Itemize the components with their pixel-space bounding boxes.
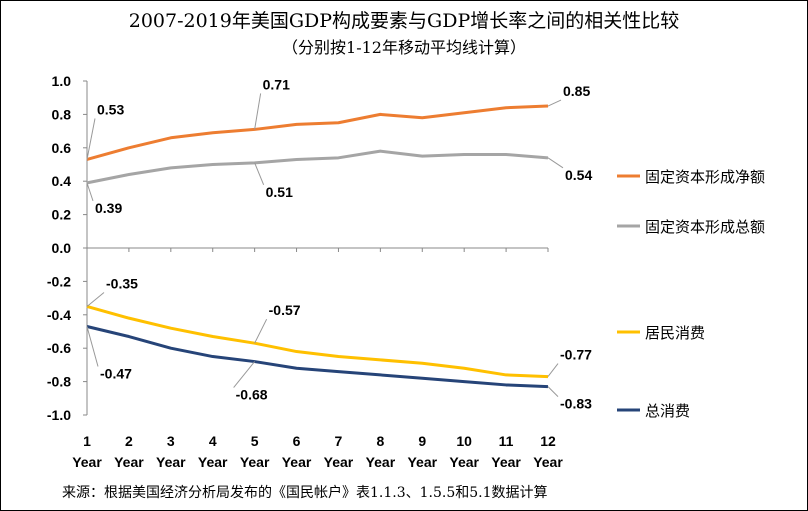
data-label: -0.83 [560,396,592,412]
leader-line [547,386,559,397]
y-tick-label: 0.6 [52,140,72,156]
leader-line [233,361,256,388]
data-label: 0.85 [563,83,590,99]
x-tick-label: 7 [335,433,343,449]
x-tick-label: 2 [125,433,133,449]
data-label: -0.57 [269,302,301,318]
source-note: 来源：根据美国经济分析局发布的《国民帐户》表1.1.3、1.5.5和5.1数据计… [62,485,548,501]
y-tick-label: 0.4 [52,173,72,189]
x-tick-label: 1 [83,433,91,449]
x-tick-label: 5 [251,433,259,449]
x-tick-unit: Year [72,454,102,470]
chart-subtitle: （分别按1-12年移动平均线计算） [282,38,526,57]
series-line [86,305,549,379]
leader-line [254,162,265,186]
x-tick-label: 10 [456,433,472,449]
y-tick-label: -0.8 [47,374,71,390]
x-tick-unit: Year [366,454,396,470]
x-tick-label: 11 [499,433,514,449]
data-label: 0.54 [565,167,592,183]
leader-line [86,326,99,367]
x-tick-label: 9 [418,433,426,449]
data-label: 0.53 [97,101,124,117]
legend-label: 固定资本形成总额 [645,218,765,236]
x-tick-label: 3 [167,433,175,449]
y-tick-label: -0.6 [47,340,71,356]
legend-label: 居民消费 [645,324,705,342]
x-tick-unit: Year [407,454,437,470]
x-tick-label: 12 [540,433,556,449]
series-line [86,149,549,185]
leader-line [86,118,96,160]
x-tick-unit: Year [449,454,479,470]
legend-label: 总消费 [645,402,690,420]
x-tick-unit: Year [282,454,312,470]
x-tick-label: 4 [209,433,217,449]
x-tick-unit: Year [324,454,354,470]
y-tick-label: 0.2 [52,207,72,223]
x-tick-unit: Year [198,454,228,470]
x-tick-label: 6 [293,433,301,449]
data-label: 0.39 [95,200,122,216]
data-label: -0.47 [100,365,132,381]
y-tick-label: 0.0 [52,240,72,256]
data-label: 0.71 [263,76,290,92]
legend-label: 固定资本形成净额 [645,168,765,186]
leader-line [86,182,94,202]
leader-line [86,292,105,307]
x-tick-unit: Year [533,454,563,470]
x-tick-unit: Year [491,454,521,470]
data-label: -0.68 [236,387,268,403]
y-tick-label: -0.4 [47,307,71,323]
y-tick-label: 0.8 [52,106,72,122]
leader-line [547,157,564,169]
leader-line [254,318,268,344]
x-tick-unit: Year [240,454,270,470]
y-tick-label: -0.2 [47,273,71,289]
series-line [86,325,549,389]
y-tick-label: 1.0 [52,73,72,89]
chart-title: 2007-2019年美国GDP构成要素与GDP增长率之间的相关性比较 [128,10,680,32]
data-label: 0.51 [266,184,293,200]
x-tick-unit: Year [114,454,144,470]
x-tick-unit: Year [156,454,186,470]
leader-line [547,99,562,107]
x-tick-label: 8 [376,433,384,449]
series-line [86,104,549,161]
data-label: -0.77 [560,347,592,363]
y-tick-label: -1.0 [47,407,71,423]
data-label: -0.35 [106,275,138,291]
leader-line [547,363,559,377]
leader-line [254,93,262,130]
